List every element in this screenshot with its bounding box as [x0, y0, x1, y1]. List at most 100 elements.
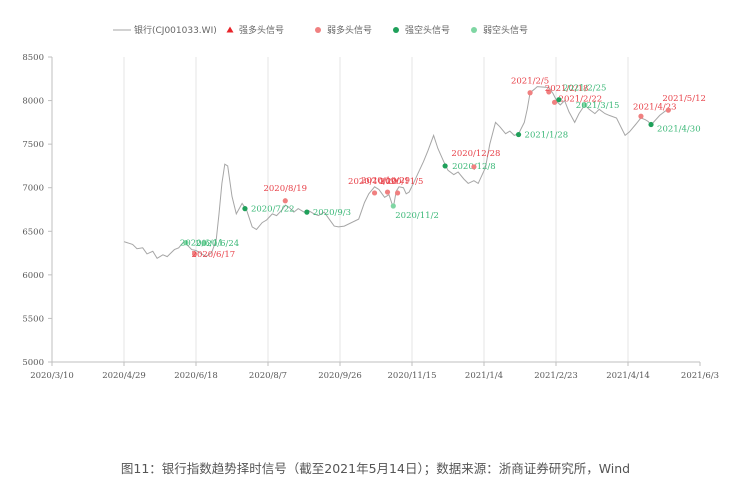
legend-label: 弱多头信号 [327, 24, 372, 36]
x-tick-label: 2021/1/4 [465, 371, 503, 381]
signal-label: 2020/9/3 [313, 208, 351, 218]
signal-dot [442, 163, 448, 169]
signal-dot [371, 190, 378, 196]
y-tick-label: 5000 [22, 358, 44, 368]
signal-strong-short: 2020/7/22 [242, 205, 295, 215]
legend-label: 强空头信号 [405, 24, 450, 36]
signal-strong-short: 2021/2/25 [556, 84, 606, 103]
signal-label: 2021/3/15 [576, 101, 620, 111]
signal-label: 2021/5/12 [662, 94, 706, 104]
legend-dot-swatch [471, 27, 477, 33]
signal-dot [183, 240, 189, 246]
signal-weak-long: 2020/10/29 [361, 176, 410, 195]
signal-weak-long: 2020/10/20 [348, 177, 397, 196]
x-tick-label: 2020/4/29 [102, 371, 146, 381]
x-tick-label: 2021/6/3 [681, 371, 719, 381]
signal-weak-short: 2020/11/2 [390, 203, 439, 221]
signal-label: 2020/7/22 [251, 205, 295, 215]
signal-label: 2021/2/5 [511, 77, 549, 87]
signal-dot [551, 99, 558, 105]
y-tick-label: 8000 [22, 97, 44, 107]
signal-dot [546, 89, 552, 95]
signal-weak-long: 2021/2/5 [511, 77, 549, 96]
signal-strong-short: 2021/1/28 [515, 131, 569, 141]
chart-legend: 银行(CJ001033.WI) 强多头信号 弱多头信号 强空头信号 弱空头信号 [113, 24, 528, 36]
x-tick-label: 2020/9/26 [318, 371, 362, 381]
signal-weak-long: 2021/5/12 [662, 94, 706, 113]
signal-label: 2020/6/17 [192, 250, 236, 260]
legend-label: 弱空头信号 [483, 24, 528, 36]
signal-strong-short: 2020/12/8 [442, 162, 496, 172]
signal-dot [582, 102, 588, 108]
series-line-bank-index [123, 86, 672, 259]
y-tick-label: 6000 [22, 271, 44, 281]
signal-label: 2021/1/28 [525, 131, 569, 141]
signal-weak-short: 2021/3/15 [576, 101, 620, 111]
y-tick-label: 5500 [22, 314, 44, 324]
signal-dot [527, 90, 533, 96]
signal-dot [191, 251, 198, 257]
signal-dot [304, 209, 310, 215]
legend-item: 弱空头信号 [471, 24, 528, 36]
legend-item: 弱多头信号 [315, 24, 372, 36]
signal-label: 2021/4/30 [657, 125, 701, 135]
legend-triangle-swatch [226, 26, 234, 33]
legend-dot-swatch [393, 27, 399, 33]
signal-label: 2020/11/5 [380, 177, 424, 187]
signal-dot [390, 203, 396, 209]
signal-dot [471, 164, 477, 170]
y-tick-label: 6500 [22, 227, 44, 237]
signal-dot [515, 131, 522, 138]
signal-label: 2021/4/23 [633, 102, 677, 112]
signal-dot [638, 113, 644, 119]
signal-weak-long: 2021/2/22 [551, 94, 603, 105]
chart-grid [123, 57, 629, 362]
chart-canvas: 银行(CJ001033.WI) 强多头信号 弱多头信号 强空头信号 弱空头信号 5000… [22, 24, 719, 381]
x-tick-label: 2020/11/15 [388, 371, 437, 381]
signal-dot [202, 240, 208, 246]
signal-dot [242, 206, 248, 212]
legend-dot-swatch [315, 27, 321, 33]
legend-item: 强空头信号 [393, 24, 450, 36]
signal-dot [282, 198, 288, 204]
signal-label: 2020/10/29 [361, 176, 410, 186]
signal-weak-long: 2020/8/19 [263, 184, 307, 204]
x-tick-label: 2021/2/23 [534, 371, 578, 381]
legend-label: 强多头信号 [239, 24, 284, 36]
y-tick-label: 8500 [22, 53, 44, 63]
signal-weak-short: 2020/6/24 [196, 239, 240, 249]
signal-label: 2020/6/11 [180, 239, 224, 249]
signal-label: 2021/2/25 [563, 84, 607, 94]
y-tick-label: 7000 [22, 184, 44, 194]
x-tick-label: 2021/4/14 [606, 371, 650, 381]
plot-area [123, 86, 672, 259]
signal-weak-long: 2020/11/5 [380, 177, 424, 196]
signal-label: 2021/2/22 [559, 94, 603, 104]
legend-label: 银行(CJ001033.WI) [134, 24, 217, 36]
signal-label: 2021/2/18 [545, 84, 589, 94]
signal-label: 2020/6/24 [196, 239, 240, 249]
legend-item: 银行(CJ001033.WI) [113, 24, 217, 36]
x-axis: 2020/3/10 2020/4/29 2020/6/18 2020/8/7 2020/… [30, 361, 719, 381]
signal-weak-long: 2021/2/18 [545, 84, 589, 95]
signal-label: 2020/8/19 [263, 184, 307, 194]
signal-label: 2020/10/20 [348, 177, 397, 187]
signal-dot [384, 189, 391, 195]
signal-dot [556, 97, 562, 103]
signal-strong-short: 2021/4/30 [648, 121, 701, 135]
x-tick-label: 2020/3/10 [30, 371, 74, 381]
signal-label: 2020/11/2 [395, 211, 439, 221]
signal-weak-long: 2020/12/28 [451, 149, 500, 170]
y-tick-label: 7500 [22, 140, 44, 150]
signal-strong-short: 2020/9/3 [304, 208, 351, 218]
signal-dot [665, 107, 671, 113]
signal-weak-long: 2020/6/17 [192, 250, 236, 260]
signal-label: 2020/12/28 [451, 149, 500, 159]
x-tick-label: 2020/6/18 [174, 371, 218, 381]
signal-dot [395, 190, 401, 196]
signal-weak-long: 2021/4/23 [633, 102, 677, 119]
signal-weak-short: 2020/6/11 [180, 239, 224, 249]
x-tick-label: 2020/8/7 [249, 371, 287, 381]
legend-item: 强多头信号 [226, 24, 284, 36]
